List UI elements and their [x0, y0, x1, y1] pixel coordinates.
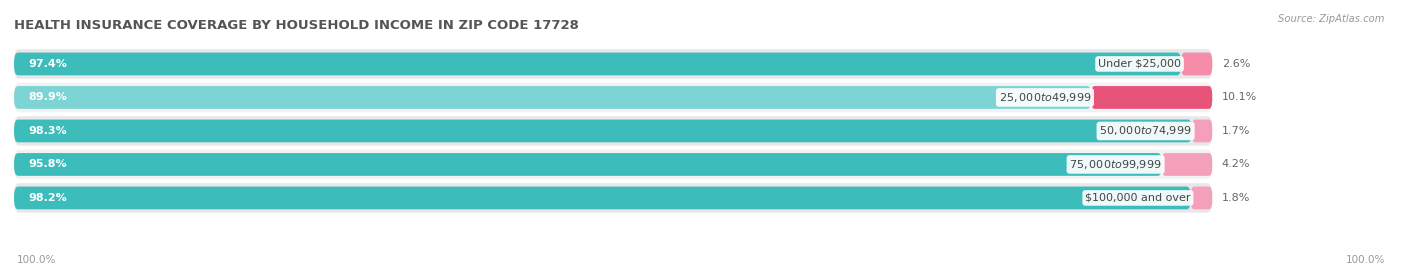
FancyBboxPatch shape	[14, 150, 1212, 179]
Text: 98.3%: 98.3%	[28, 126, 67, 136]
FancyBboxPatch shape	[1091, 86, 1212, 109]
Text: 97.4%: 97.4%	[28, 59, 67, 69]
FancyBboxPatch shape	[14, 86, 1091, 109]
Text: 10.1%: 10.1%	[1222, 92, 1257, 102]
Text: 100.0%: 100.0%	[1346, 255, 1385, 265]
FancyBboxPatch shape	[14, 187, 1191, 209]
Text: 89.9%: 89.9%	[28, 92, 67, 102]
FancyBboxPatch shape	[1161, 153, 1212, 176]
Text: Source: ZipAtlas.com: Source: ZipAtlas.com	[1278, 14, 1385, 23]
Text: 100.0%: 100.0%	[17, 255, 56, 265]
FancyBboxPatch shape	[14, 53, 1181, 75]
FancyBboxPatch shape	[1192, 120, 1212, 142]
Text: 4.2%: 4.2%	[1222, 160, 1250, 170]
FancyBboxPatch shape	[14, 83, 1212, 112]
Text: 1.8%: 1.8%	[1222, 193, 1250, 203]
Text: $100,000 and over: $100,000 and over	[1085, 193, 1191, 203]
Text: $25,000 to $49,999: $25,000 to $49,999	[998, 91, 1091, 104]
Text: $75,000 to $99,999: $75,000 to $99,999	[1070, 158, 1161, 171]
FancyBboxPatch shape	[14, 183, 1212, 213]
Text: $50,000 to $74,999: $50,000 to $74,999	[1099, 124, 1192, 137]
Text: 98.2%: 98.2%	[28, 193, 67, 203]
Text: 2.6%: 2.6%	[1222, 59, 1250, 69]
Text: 95.8%: 95.8%	[28, 160, 67, 170]
FancyBboxPatch shape	[1191, 187, 1212, 209]
FancyBboxPatch shape	[14, 49, 1212, 79]
FancyBboxPatch shape	[14, 120, 1192, 142]
FancyBboxPatch shape	[1181, 53, 1212, 75]
FancyBboxPatch shape	[14, 153, 1161, 176]
Text: Under $25,000: Under $25,000	[1098, 59, 1181, 69]
Text: HEALTH INSURANCE COVERAGE BY HOUSEHOLD INCOME IN ZIP CODE 17728: HEALTH INSURANCE COVERAGE BY HOUSEHOLD I…	[14, 19, 579, 32]
FancyBboxPatch shape	[14, 116, 1212, 146]
Text: 1.7%: 1.7%	[1222, 126, 1250, 136]
